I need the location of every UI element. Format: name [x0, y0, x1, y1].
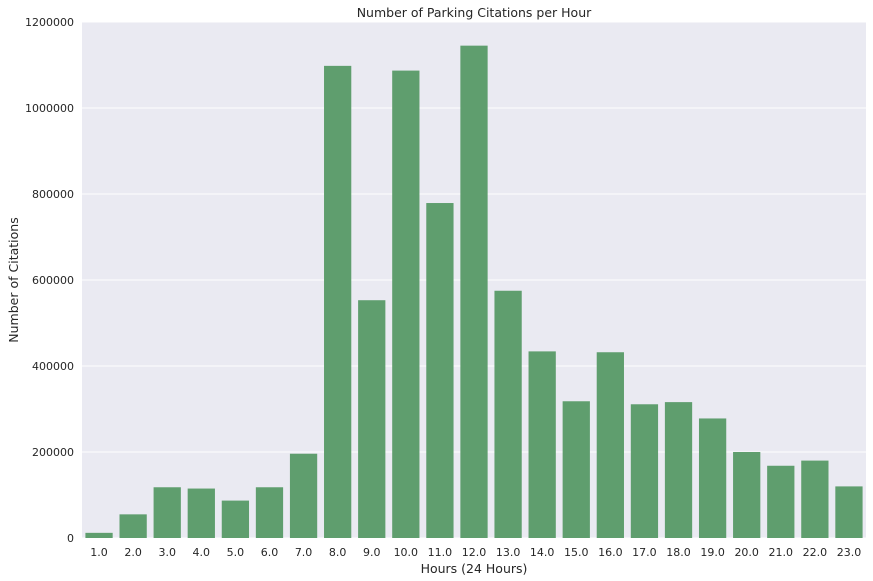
bar-23.0	[835, 486, 863, 538]
x-tick-label: 17.0	[632, 546, 657, 559]
bar-17.0	[630, 404, 659, 538]
x-tick-label: 22.0	[803, 546, 828, 559]
bar-14.0	[528, 351, 556, 538]
x-tick-labels: 1.0 2.0 3.0 4.0 5.0 6.0 7.0 8.0 9.0 10.0 11.0 12.0 1…	[90, 546, 861, 559]
x-tick-label: 3.0	[158, 546, 176, 559]
bar-8.0	[324, 65, 352, 539]
x-tick-label: 16.0	[598, 546, 623, 559]
bar-3.0	[153, 487, 181, 538]
x-tick-label: 19.0	[700, 546, 725, 559]
x-tick-label: 14.0	[530, 546, 555, 559]
x-tick-label: 4.0	[193, 546, 211, 559]
bar-16.0	[596, 352, 624, 538]
bar-9.0	[358, 300, 386, 538]
x-tick-label: 2.0	[124, 546, 142, 559]
chart-title: Number of Parking Citations per Hour	[357, 5, 592, 20]
y-tick-label: 1200000	[25, 16, 74, 29]
x-tick-label: 21.0	[769, 546, 794, 559]
bar-18.0	[664, 402, 693, 538]
x-tick-label: 11.0	[428, 546, 453, 559]
bar-22.0	[801, 460, 829, 538]
bar-13.0	[494, 290, 522, 538]
bar-20.0	[733, 452, 761, 538]
y-tick-labels: 0 200000 400000 600000 800000 1000000 1200000	[25, 16, 74, 545]
y-tick-label: 400000	[32, 360, 74, 373]
bar-21.0	[767, 465, 795, 538]
x-tick-label: 13.0	[496, 546, 521, 559]
bar-4.0	[187, 488, 215, 538]
x-tick-label: 10.0	[394, 546, 419, 559]
y-tick-label: 0	[67, 532, 74, 545]
x-tick-label: 1.0	[90, 546, 108, 559]
x-tick-label: 20.0	[734, 546, 759, 559]
x-tick-label: 8.0	[329, 546, 347, 559]
bar-1.0	[85, 532, 113, 538]
y-tick-label: 800000	[32, 188, 74, 201]
bar-12.0	[460, 45, 488, 539]
x-tick-label: 23.0	[837, 546, 862, 559]
bar-6.0	[255, 487, 284, 538]
bar-11.0	[426, 203, 454, 538]
x-tick-label: 9.0	[363, 546, 381, 559]
x-tick-label: 7.0	[295, 546, 313, 559]
y-tick-label: 600000	[32, 274, 74, 287]
y-tick-label: 1000000	[25, 102, 74, 115]
bar-7.0	[289, 453, 318, 538]
bar-10.0	[392, 70, 420, 538]
y-axis-label: Number of Citations	[6, 217, 21, 342]
bar-5.0	[221, 500, 250, 538]
x-tick-label: 15.0	[564, 546, 589, 559]
bars	[85, 45, 863, 539]
x-tick-label: 18.0	[666, 546, 691, 559]
x-axis-label: Hours (24 Hours)	[421, 561, 528, 576]
x-tick-label: 5.0	[227, 546, 245, 559]
x-tick-label: 12.0	[462, 546, 487, 559]
bar-2.0	[119, 514, 147, 538]
y-tick-label: 200000	[32, 446, 74, 459]
bar-19.0	[698, 418, 727, 538]
bar-15.0	[562, 401, 590, 538]
x-tick-label: 6.0	[261, 546, 279, 559]
